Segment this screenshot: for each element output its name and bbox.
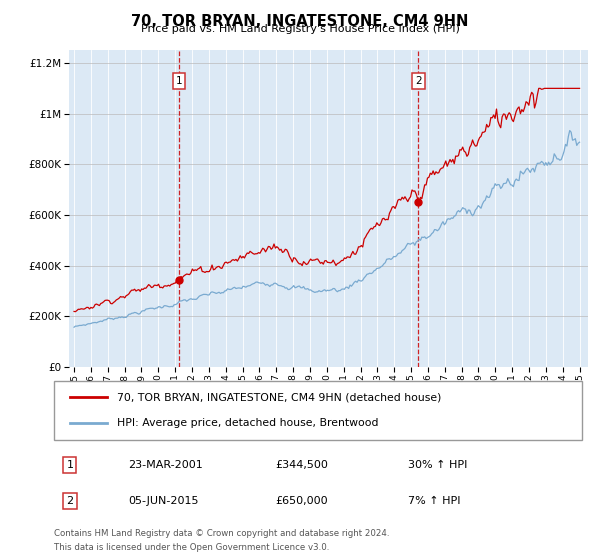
Text: HPI: Average price, detached house, Brentwood: HPI: Average price, detached house, Bren… [118,418,379,428]
Text: 7% ↑ HPI: 7% ↑ HPI [408,496,460,506]
Text: £650,000: £650,000 [276,496,328,506]
Text: 70, TOR BRYAN, INGATESTONE, CM4 9HN: 70, TOR BRYAN, INGATESTONE, CM4 9HN [131,14,469,29]
Text: Price paid vs. HM Land Registry's House Price Index (HPI): Price paid vs. HM Land Registry's House … [140,24,460,34]
Text: 1: 1 [176,76,182,86]
Text: £344,500: £344,500 [276,460,329,470]
Text: 05-JUN-2015: 05-JUN-2015 [128,496,199,506]
Text: 23-MAR-2001: 23-MAR-2001 [128,460,203,470]
Text: 30% ↑ HPI: 30% ↑ HPI [408,460,467,470]
Text: 1: 1 [67,460,73,470]
Text: 2: 2 [415,76,422,86]
Text: 70, TOR BRYAN, INGATESTONE, CM4 9HN (detached house): 70, TOR BRYAN, INGATESTONE, CM4 9HN (det… [118,392,442,402]
Text: Contains HM Land Registry data © Crown copyright and database right 2024.: Contains HM Land Registry data © Crown c… [54,529,389,538]
Text: This data is licensed under the Open Government Licence v3.0.: This data is licensed under the Open Gov… [54,543,329,552]
FancyBboxPatch shape [54,381,582,440]
Text: 2: 2 [66,496,73,506]
